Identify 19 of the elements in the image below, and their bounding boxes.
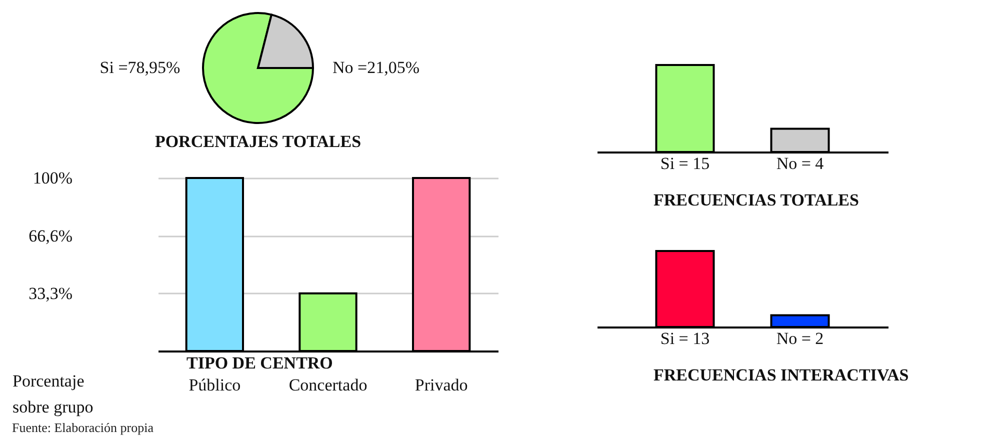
slice-label: No =21,05% <box>332 58 420 77</box>
text: FRECUENCIAS TOTALES <box>654 190 859 210</box>
text: FRECUENCIAS INTERACTIVAS <box>654 366 909 384</box>
data-label: Si = 13 <box>660 329 710 348</box>
pie-slice <box>202 12 314 124</box>
data-label: Si = 15 <box>660 154 710 173</box>
x-axis-title: TIPO DE CENTRO <box>186 354 333 372</box>
y-tick-label: 33,3% <box>28 284 72 303</box>
text: PORCENTAJES TOTALES <box>154 132 362 151</box>
x-tick-label: Concertado <box>288 376 368 394</box>
slice-label: Si =78,95% <box>100 58 180 77</box>
data-label: No = 2 <box>776 329 824 348</box>
x-tick-label: Público <box>188 376 241 394</box>
data-label: No = 4 <box>776 154 824 173</box>
y-tick-label: 66,6% <box>28 226 72 246</box>
y-tick-label: 100% <box>32 168 72 188</box>
source-note: Fuente: Elaboración propia <box>12 420 154 436</box>
x-tick-label: Privado <box>414 376 468 394</box>
y-axis-title: Porcentaje sobre grupo <box>12 372 94 416</box>
